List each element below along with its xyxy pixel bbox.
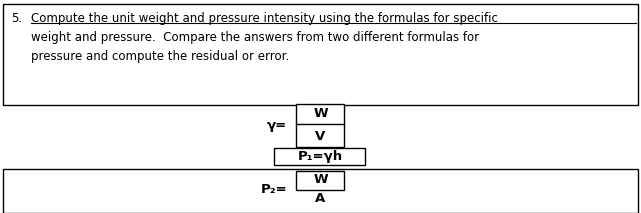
Text: Compute the unit weight and pressure intensity using the formulas for specific: Compute the unit weight and pressure int… [31,12,497,25]
Text: pressure and compute the residual or error.: pressure and compute the residual or err… [31,50,289,63]
Bar [296,104,344,125]
Text: γ=: γ= [267,118,287,132]
Text: W: W [313,107,328,121]
Text: P₁=γh: P₁=γh [298,150,343,163]
Bar [274,148,365,165]
Text: weight and pressure.  Compare the answers from two different formulas for: weight and pressure. Compare the answers… [31,31,479,44]
Bar [3,169,638,213]
Text: V: V [315,130,326,143]
Text: W: W [313,173,328,187]
Bar [3,4,638,105]
Text: 5.: 5. [12,12,22,25]
Bar [296,171,344,190]
Text: P₂=: P₂= [260,183,287,197]
Bar [296,124,344,147]
Text: A: A [315,192,326,205]
